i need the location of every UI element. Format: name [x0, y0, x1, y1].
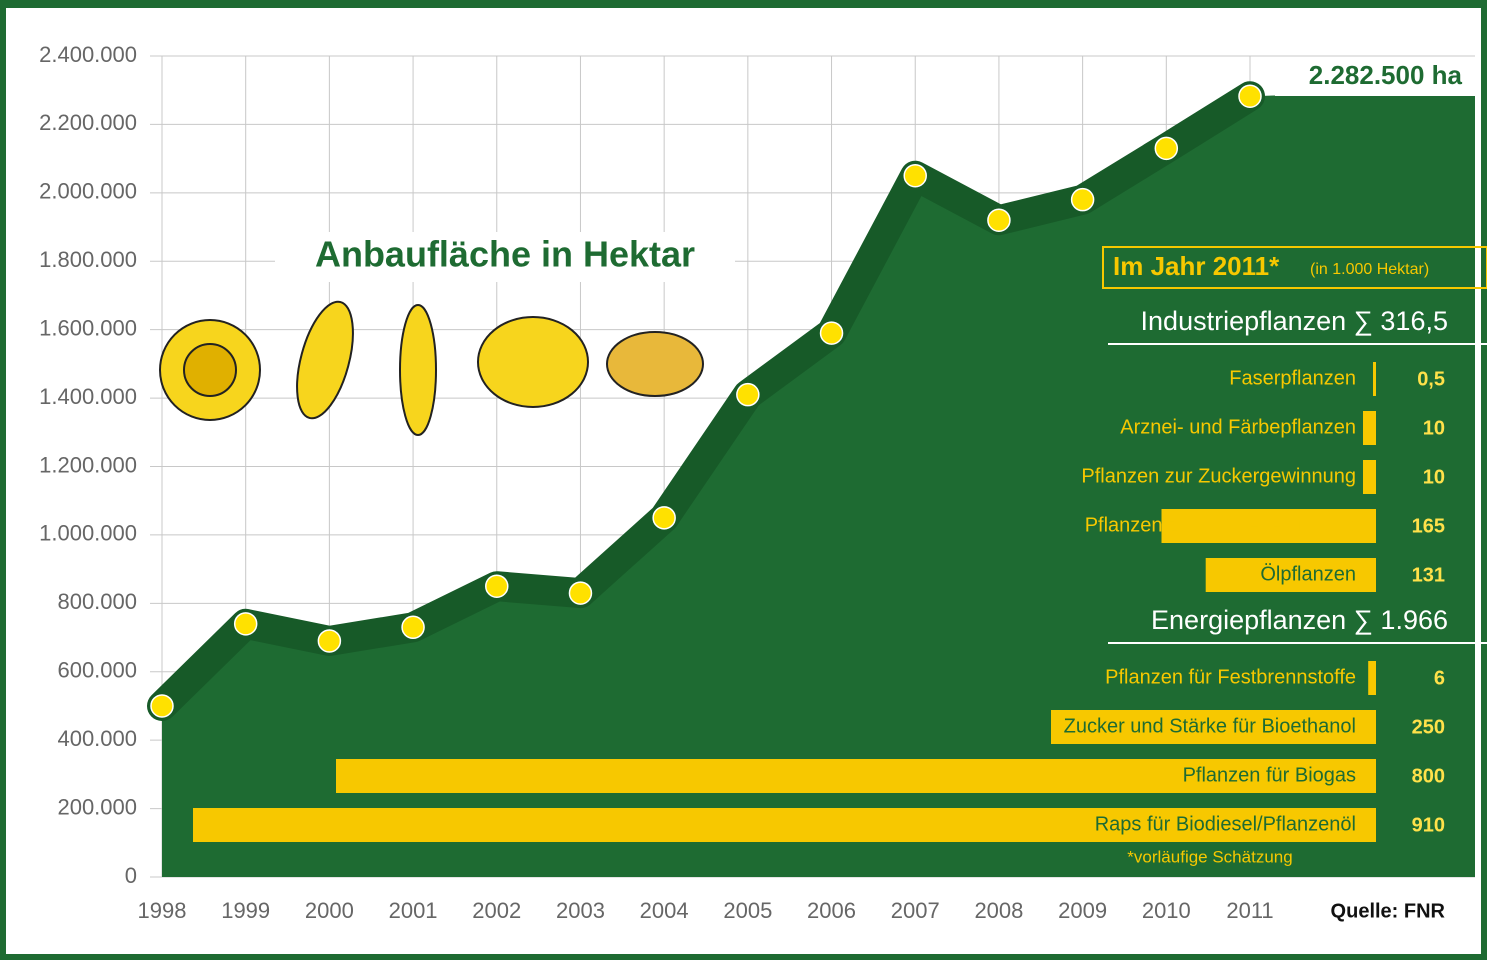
point: [569, 582, 591, 604]
top-bar: [0, 0, 1487, 8]
bar-label: Ölpflanzen: [1260, 563, 1356, 585]
point: [1155, 137, 1177, 159]
bar: [1363, 411, 1376, 445]
footnote: *vorläufige Schätzung: [1127, 847, 1292, 866]
value-label: 910: [1412, 814, 1445, 836]
y-tick-label: 800.000: [57, 589, 137, 614]
year-subtitle: (in 1.000 Hektar): [1310, 261, 1429, 278]
chart-title: Anbaufläche in Hektar: [315, 234, 695, 275]
value-label: 10: [1423, 417, 1445, 439]
bar-label: Pflanzen zur Zuckergewinnung: [1081, 465, 1356, 487]
value-label: 6: [1434, 667, 1445, 689]
value-label: 165: [1412, 515, 1445, 537]
y-tick-label: 2.400.000: [39, 42, 137, 67]
source: Quelle: FNR: [1331, 900, 1446, 922]
x-tick-label: 2002: [472, 898, 521, 923]
bar: [1373, 362, 1376, 396]
point: [821, 322, 843, 344]
x-tick-label: 1998: [138, 898, 187, 923]
value-label: 131: [1412, 564, 1445, 586]
x-tick-label: 2009: [1058, 898, 1107, 923]
y-tick-label: 400.000: [57, 726, 137, 751]
x-tick-label: 2004: [640, 898, 689, 923]
bar-label: Faserpflanzen: [1229, 367, 1356, 389]
chart: Anbaufläche in Hektar Im Jahr 2011* (in …: [0, 0, 1487, 960]
point: [235, 613, 257, 635]
point: [988, 209, 1010, 231]
y-tick-label: 600.000: [57, 658, 137, 683]
x-tick-label: 2006: [807, 898, 856, 923]
x-tick-label: 1999: [221, 898, 270, 923]
value-label: 0,5: [1417, 368, 1445, 390]
year-title: Im Jahr 2011*: [1113, 251, 1280, 281]
bar: [1363, 460, 1376, 494]
y-tick-label: 1.800.000: [39, 247, 137, 272]
x-tick-label: 2008: [974, 898, 1023, 923]
bar-label: Zucker und Stärke für Bioethanol: [1064, 715, 1356, 737]
x-tick-label: 2005: [723, 898, 772, 923]
y-tick-label: 1.200.000: [39, 452, 137, 477]
flower-icon: [478, 317, 588, 407]
y-tick-label: 2.000.000: [39, 179, 137, 204]
point: [737, 384, 759, 406]
bar: [1368, 661, 1376, 695]
point: [402, 616, 424, 638]
y-tick-label: 0: [125, 863, 137, 888]
group-header: Energiepflanzen ∑ 1.966: [1151, 605, 1448, 635]
value-label: 250: [1412, 716, 1445, 738]
value-label: 10: [1423, 466, 1445, 488]
x-tick-label: 2010: [1142, 898, 1191, 923]
potato-icon: [607, 332, 703, 396]
point: [1239, 85, 1261, 107]
y-tick-label: 1.400.000: [39, 384, 137, 409]
x-tick-label: 2000: [305, 898, 354, 923]
y-tick-label: 1.000.000: [39, 521, 137, 546]
y-tick-label: 1.600.000: [39, 315, 137, 340]
y-tick-label: 2.200.000: [39, 110, 137, 135]
value-label: 800: [1412, 765, 1445, 787]
annotation: 2.282.500 ha: [1309, 60, 1463, 90]
bar-label: Arznei- und Färbepflanzen: [1120, 416, 1356, 438]
bar-label: Raps für Biodiesel/Pflanzenöl: [1095, 813, 1356, 835]
corn-icon: [286, 296, 363, 424]
point: [151, 695, 173, 717]
bar-label: Pflanzen für Festbrennstoffe: [1105, 666, 1356, 688]
point: [653, 507, 675, 529]
point: [318, 630, 340, 652]
point: [1072, 189, 1094, 211]
x-tick-label: 2003: [556, 898, 605, 923]
x-tick-label: 2007: [891, 898, 940, 923]
x-tick-label: 2001: [389, 898, 438, 923]
bar-label: Pflanzen zur Stärkegewinnung: [1085, 514, 1356, 536]
bar-label: Pflanzen für Biogas: [1183, 764, 1356, 786]
point: [486, 575, 508, 597]
wheat-icon: [400, 305, 436, 435]
x-tick-label: 2011: [1226, 898, 1273, 923]
sunflower-center: [184, 344, 236, 396]
plant-icons: [160, 296, 703, 435]
group-header: Industriepflanzen ∑ 316,5: [1141, 306, 1448, 336]
point: [904, 165, 926, 187]
y-tick-label: 200.000: [57, 794, 137, 819]
